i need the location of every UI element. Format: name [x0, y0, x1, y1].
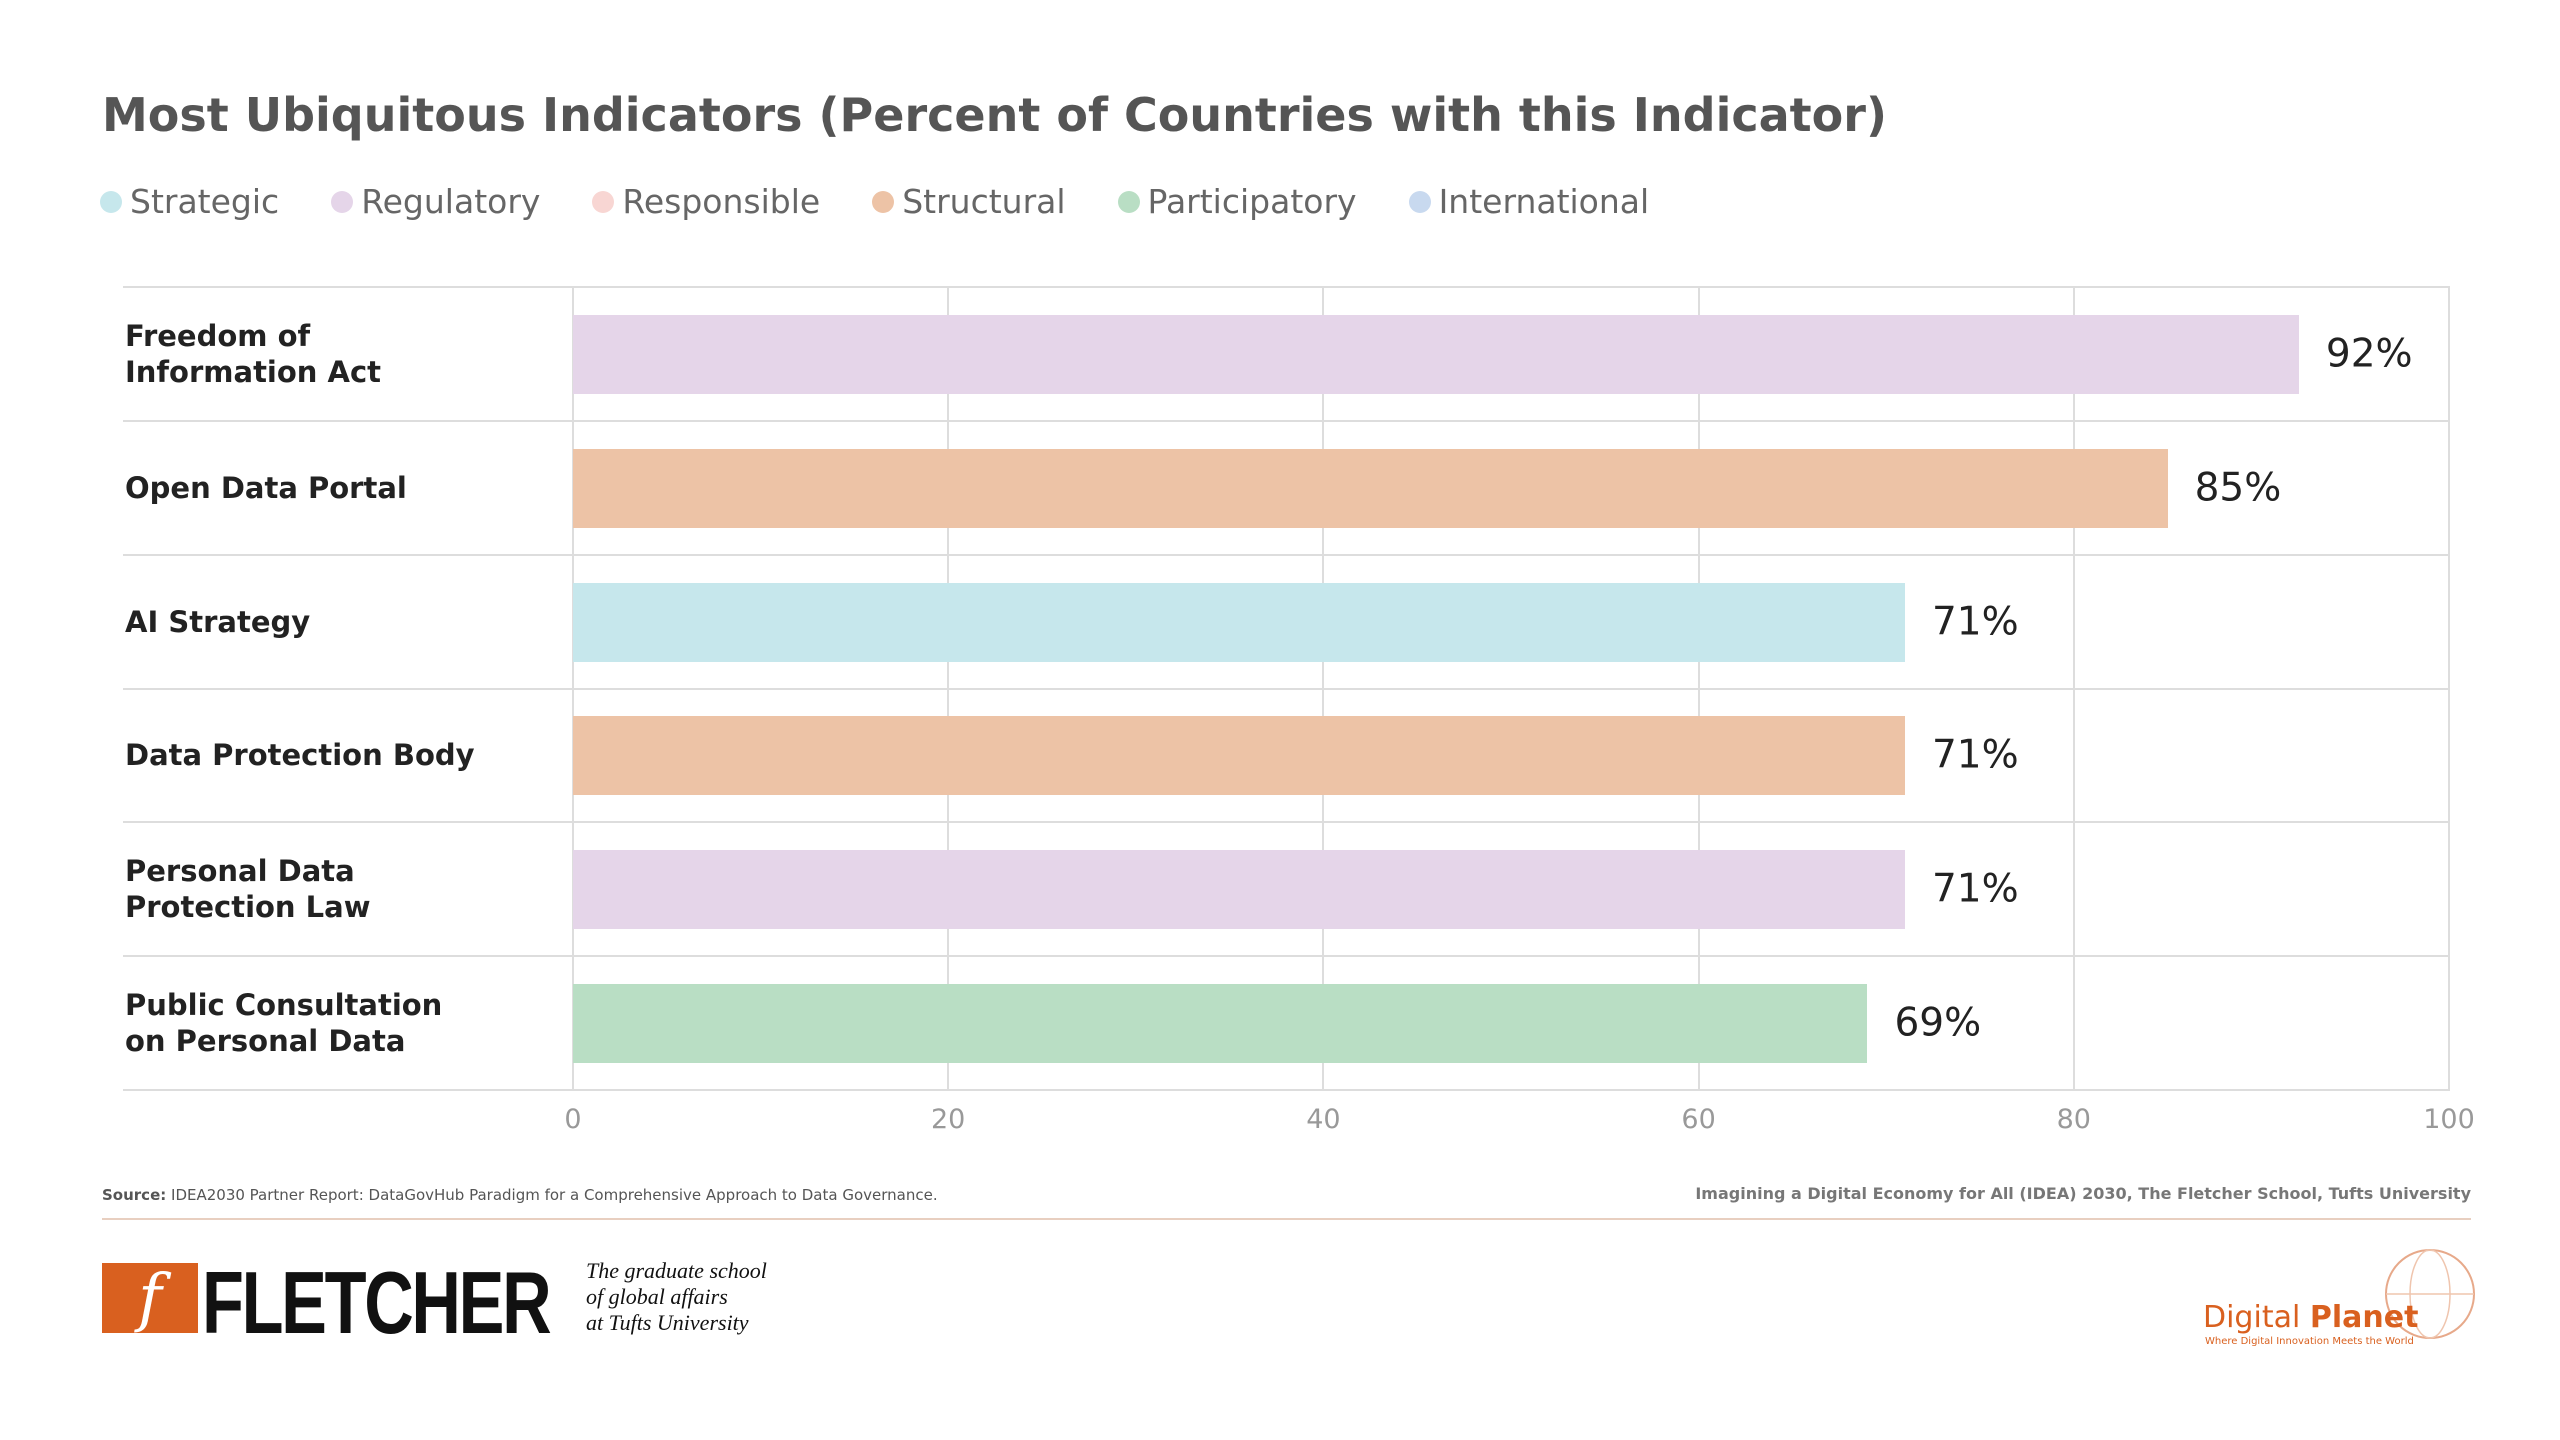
- category-label: Public Consultation on Personal Data: [125, 988, 443, 1059]
- legend-swatch: [872, 190, 895, 213]
- digital: Digital: [2203, 1300, 2301, 1335]
- legend-label: Responsible: [622, 182, 821, 221]
- row-line: [123, 955, 2450, 958]
- bar: [573, 314, 2299, 394]
- source-label: Source:: [102, 1186, 167, 1204]
- category-label: Freedom of Information Act: [125, 318, 382, 389]
- fletcher-mark: f: [102, 1263, 198, 1333]
- value-label: 85%: [2194, 465, 2282, 511]
- category-label: Personal Data Protection Law: [125, 854, 371, 925]
- row-line: [123, 286, 2450, 288]
- value-label: 71%: [1931, 732, 2019, 778]
- bar: [573, 448, 2168, 528]
- credit: Imagining a Digital Economy for All (IDE…: [1695, 1184, 2471, 1203]
- bar: [573, 984, 1868, 1064]
- row-line: [123, 1089, 2450, 1091]
- globe: [2385, 1249, 2475, 1339]
- x-tick-label: 0: [564, 1104, 582, 1135]
- tagline: The graduate school of global affairs at…: [586, 1258, 767, 1335]
- row-line: [123, 687, 2450, 690]
- category-label: Data Protection Body: [125, 738, 475, 773]
- legend: Strategic Regulatory Responsible Structural…: [100, 182, 1649, 221]
- row-line: [123, 553, 2450, 556]
- legend-swatch: [331, 190, 354, 213]
- source: Source: IDEA2030 Partner Report: DataGov…: [102, 1186, 938, 1204]
- digital-planet: Digital Planet: [2203, 1300, 2418, 1335]
- divider: [102, 1218, 2471, 1220]
- legend-item: Strategic: [100, 182, 279, 221]
- legend-item: Responsible: [592, 182, 820, 221]
- bar: [573, 716, 1905, 796]
- legend-item: Participatory: [1117, 182, 1357, 221]
- legend-label: Strategic: [130, 182, 280, 221]
- legend-item: Regulatory: [331, 182, 540, 221]
- x-tick-label: 40: [1306, 1104, 1341, 1135]
- bar: [573, 850, 1905, 930]
- chart-title: Most Ubiquitous Indicators (Percent of C…: [102, 88, 1887, 142]
- legend-label: Participatory: [1147, 182, 1357, 221]
- legend-swatch: [100, 190, 122, 213]
- legend-label: Regulatory: [361, 182, 541, 221]
- legend-item: Structural: [872, 182, 1066, 221]
- legend-swatch: [1408, 190, 1431, 213]
- legend-swatch: [592, 190, 615, 213]
- category-label: Open Data Portal: [125, 470, 407, 505]
- planet-tagline: Where Digital Innovation Meets the World: [2205, 1336, 2414, 1347]
- value-label: 71%: [1931, 599, 2019, 645]
- x-tick-label: 60: [1681, 1104, 1716, 1135]
- fletcher-logo: FLETCHER: [202, 1253, 552, 1352]
- row-line: [123, 821, 2450, 824]
- bar: [573, 582, 1905, 662]
- legend-label: International: [1438, 182, 1650, 221]
- legend-swatch: [1117, 190, 1140, 213]
- planet: Planet: [2309, 1300, 2419, 1335]
- x-tick-label: 80: [2056, 1104, 2091, 1135]
- value-label: 92%: [2325, 331, 2413, 377]
- value-label: 69%: [1894, 1000, 1982, 1046]
- value-label: 71%: [1931, 866, 2019, 912]
- x-tick-label: 100: [2423, 1104, 2475, 1135]
- x-tick-label: 20: [931, 1104, 966, 1135]
- source-text: IDEA2030 Partner Report: DataGovHub Para…: [171, 1186, 938, 1204]
- row-line: [123, 419, 2450, 422]
- category-label: AI Strategy: [125, 604, 311, 639]
- legend-item: International: [1408, 182, 1650, 221]
- legend-label: Structural: [902, 182, 1066, 221]
